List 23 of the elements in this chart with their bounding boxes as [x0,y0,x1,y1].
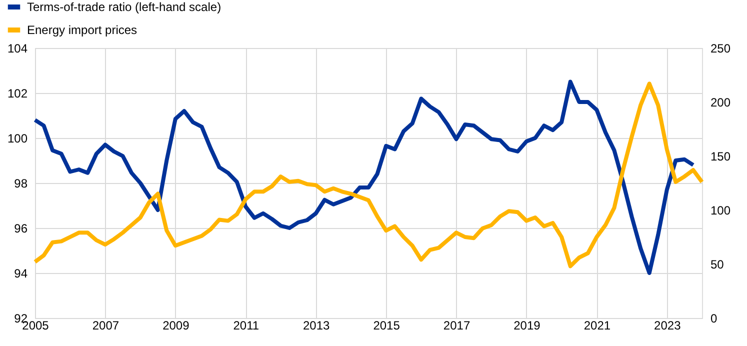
x-tick-label: 2011 [233,318,260,332]
x-tick-label: 2019 [514,318,541,332]
legend-label: Energy import prices [27,23,138,37]
x-tick-label: 2021 [584,318,611,332]
y2-tick-label: 150 [710,150,731,164]
y-tick-label: 94 [14,266,28,280]
x-tick-label: 2013 [302,318,330,332]
legend-label: Terms-of-trade ratio (left-hand scale) [27,0,222,14]
x-tick-label: 2015 [373,318,400,332]
x-tick-label: 2007 [92,318,120,332]
x-tick-label: 2023 [654,318,682,332]
y2-tick-label: 250 [710,42,731,56]
x-tick-label: 2009 [162,318,190,332]
y2-tick-label: 0 [710,312,718,326]
y-tick-label: 100 [7,132,28,146]
x-tick-label: 2017 [443,318,470,332]
y2-tick-label: 50 [710,258,724,272]
y2-tick-label: 200 [710,96,731,110]
y-tick-label: 104 [7,42,28,56]
y2-tick-label: 100 [710,204,731,218]
y-tick-label: 102 [7,86,28,100]
y-tick-label: 96 [14,222,28,236]
y-tick-label: 98 [14,176,28,190]
